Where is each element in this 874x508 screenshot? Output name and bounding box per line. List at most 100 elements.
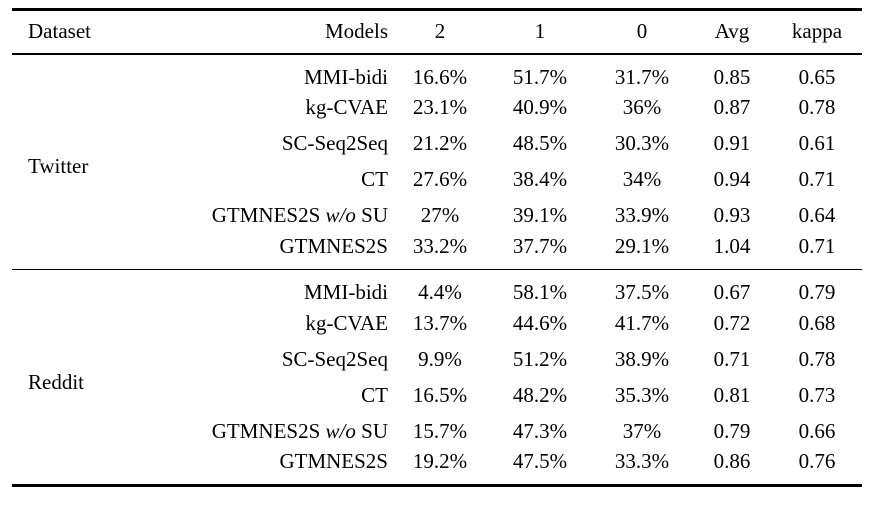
score-kappa: 0.78 (798, 347, 836, 371)
model-name: kg-CVAE (160, 90, 392, 126)
section-reddit: Reddit MMI-bidi 4.4% 58.1% 37.5% 0.67 0.… (12, 270, 862, 486)
model-name-part: SC-Seq2Seq (281, 347, 388, 371)
model-name-part: SU (355, 203, 388, 227)
score-avg: 0.81 (713, 383, 751, 407)
model-name: SC-Seq2Seq (160, 126, 392, 162)
score-0: 36% (622, 95, 662, 119)
score-1: 47.5% (512, 449, 568, 474)
score-kappa: 0.78 (798, 95, 836, 119)
score-kappa: 0.66 (798, 419, 836, 443)
model-name-part: GTMNES2S (211, 203, 326, 227)
score-avg: 0.72 (713, 311, 751, 335)
score-1: 44.6% (512, 311, 568, 335)
score-0: 37% (622, 419, 662, 443)
score-avg: 0.87 (713, 95, 751, 119)
score-1: 38.4% (512, 167, 568, 191)
model-name-part: MMI-bidi (304, 280, 388, 305)
score-avg: 0.94 (713, 167, 751, 191)
score-kappa: 0.73 (798, 383, 836, 407)
score-0: 29.1% (614, 233, 670, 258)
model-name: SC-Seq2Seq (160, 342, 392, 378)
score-kappa: 0.61 (798, 131, 836, 155)
table-row: Reddit MMI-bidi 4.4% 58.1% 37.5% 0.67 0.… (12, 270, 862, 392)
table-row: SC-Seq2Seq 9.9% 51.2% 38.9% 0.71 0.78 (12, 342, 862, 378)
model-name: MMI-bidi (160, 54, 392, 90)
results-table: Dataset Models 2 1 0 Avg kappa Twitter M… (12, 8, 862, 487)
score-1: 48.5% (512, 131, 568, 155)
score-1: 47.3% (512, 419, 568, 443)
score-kappa: 0.71 (798, 167, 836, 191)
score-1: 51.2% (512, 347, 568, 371)
score-2: 4.4% (418, 280, 462, 305)
table-row: Twitter MMI-bidi 16.6% 51.7% 31.7% 0.85 … (12, 54, 862, 177)
table-row: kg-CVAE 13.7% 44.6% 41.7% 0.72 0.68 (12, 306, 862, 342)
score-kappa: 0.76 (798, 449, 836, 474)
score-kappa: 0.68 (798, 311, 836, 335)
score-2: 16.6% (412, 64, 468, 89)
score-2: 9.9% (418, 347, 462, 371)
score-0: 38.9% (614, 347, 670, 371)
score-avg: 0.85 (713, 64, 751, 89)
score-1: 48.2% (512, 383, 568, 407)
table-row: CT 27.6% 38.4% 34% 0.94 0.71 (12, 162, 862, 198)
score-avg: 0.91 (713, 131, 751, 155)
score-avg: 0.79 (713, 419, 751, 443)
model-name-part: MMI-bidi (304, 64, 388, 89)
score-2: 13.7% (412, 311, 468, 335)
score-0: 33.9% (614, 203, 670, 227)
score-avg: 0.71 (713, 347, 751, 371)
score-2: 33.2% (412, 233, 468, 258)
model-name-part: SU (355, 419, 388, 443)
table-row: GTMNES2S w/o SU 27% 39.1% 33.9% 0.93 0.6… (12, 198, 862, 234)
model-name: CT (160, 378, 392, 414)
dataset-label-twitter: Twitter (28, 154, 89, 179)
model-name-part: GTMNES2S (279, 233, 388, 258)
model-name-part: CT (361, 383, 388, 407)
model-name-part: SC-Seq2Seq (281, 131, 388, 155)
score-kappa: 0.71 (798, 233, 836, 258)
model-name-italic: w/o (325, 419, 356, 443)
section-twitter: Twitter MMI-bidi 16.6% 51.7% 31.7% 0.85 … (12, 54, 862, 270)
score-0: 33.3% (614, 449, 670, 474)
score-1: 58.1% (512, 280, 568, 305)
dataset-label-reddit: Reddit (28, 369, 84, 394)
score-1: 39.1% (512, 203, 568, 227)
score-2: 21.2% (412, 131, 468, 155)
table-row: CT 16.5% 48.2% 35.3% 0.81 0.73 (12, 378, 862, 414)
score-kappa: 0.65 (798, 64, 836, 89)
model-name-part: GTMNES2S (279, 449, 388, 474)
model-name: GTMNES2S w/o SU (160, 414, 392, 450)
score-2: 27.6% (412, 167, 468, 191)
score-avg: 0.86 (713, 449, 751, 474)
model-name-part: CT (361, 167, 388, 191)
column-header-1: 1 (534, 19, 546, 44)
score-kappa: 0.64 (798, 203, 836, 227)
column-header-dataset: Dataset (28, 19, 91, 44)
score-1: 40.9% (512, 95, 568, 119)
score-1: 51.7% (512, 64, 568, 89)
score-0: 41.7% (614, 311, 670, 335)
model-name: GTMNES2S (160, 234, 392, 270)
model-name-part: kg-CVAE (305, 95, 388, 119)
model-name: MMI-bidi (160, 270, 392, 306)
model-name-italic: w/o (325, 203, 356, 227)
score-2: 23.1% (412, 95, 468, 119)
model-name: GTMNES2S w/o SU (160, 198, 392, 234)
score-2: 16.5% (412, 383, 468, 407)
model-name-part: GTMNES2S (211, 419, 326, 443)
score-0: 31.7% (614, 64, 670, 89)
column-header-kappa: kappa (791, 19, 843, 44)
header-row: Dataset Models 2 1 0 Avg kappa (12, 10, 862, 54)
column-header-2: 2 (434, 19, 446, 44)
model-name: GTMNES2S (160, 450, 392, 486)
score-2: 15.7% (412, 419, 468, 443)
score-0: 34% (622, 167, 662, 191)
model-name: CT (160, 162, 392, 198)
score-0: 35.3% (614, 383, 670, 407)
score-1: 37.7% (512, 233, 568, 258)
score-0: 30.3% (614, 131, 670, 155)
score-0: 37.5% (614, 280, 670, 305)
score-kappa: 0.79 (798, 280, 836, 305)
model-name-part: kg-CVAE (305, 311, 388, 335)
score-2: 27% (420, 203, 460, 227)
